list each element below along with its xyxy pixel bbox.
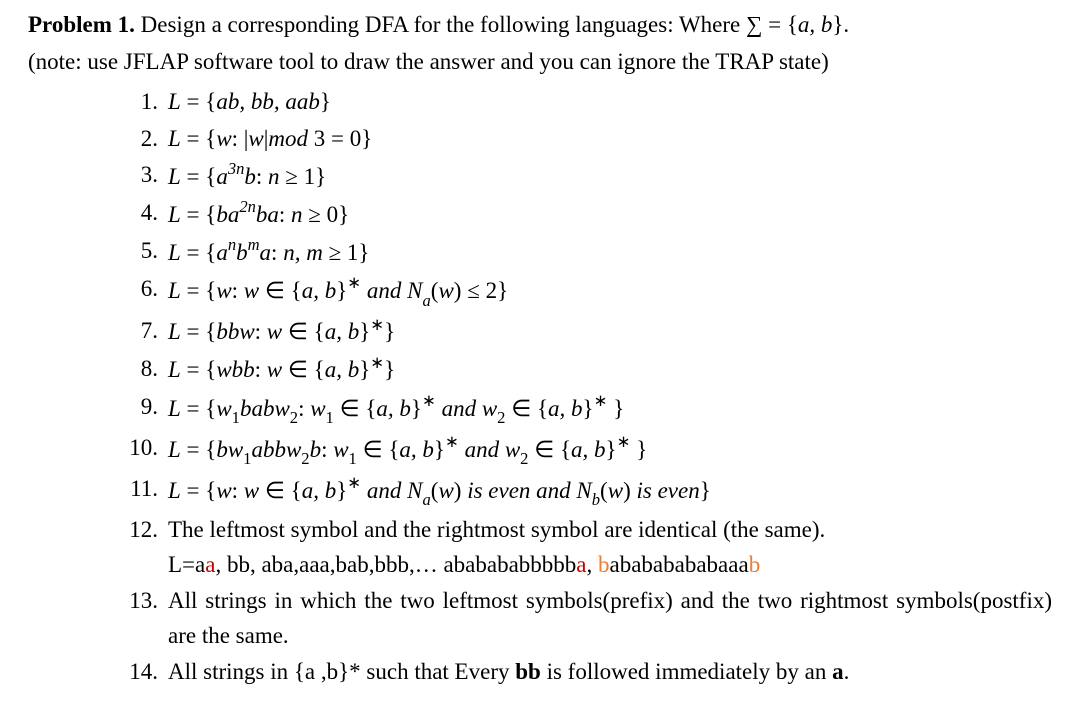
item-content: All strings in {a ,b}* such that Every b… bbox=[168, 659, 849, 684]
problem-label: Problem 1. bbox=[28, 12, 135, 37]
item-content: The leftmost symbol and the rightmost sy… bbox=[168, 517, 825, 542]
item-content: L = {ba2nba: n ≥ 0} bbox=[168, 202, 349, 227]
item-content: L = {bw1abbw2b: w1 ∈ {a, b}∗ and w2 ∈ {a… bbox=[168, 437, 647, 462]
item-content: L = {wbb: w ∈ {a, b}∗} bbox=[168, 357, 395, 382]
problem-note: (note: use JFLAP software tool to draw t… bbox=[28, 45, 1052, 80]
item-12: 12. The leftmost symbol and the rightmos… bbox=[128, 513, 1052, 582]
heading-end: }. bbox=[832, 12, 849, 37]
item-number: 4. bbox=[128, 196, 158, 231]
item-number: 10. bbox=[112, 431, 158, 466]
heading-text: Design a corresponding DFA for the follo… bbox=[135, 12, 798, 37]
item-number: 3. bbox=[128, 158, 158, 193]
item-4: 4. L = {ba2nba: n ≥ 0} bbox=[128, 196, 1052, 232]
item-content: L = {anbma: n, m ≥ 1} bbox=[168, 240, 369, 265]
item-8: 8. L = {wbb: w ∈ {a, b}∗} bbox=[128, 352, 1052, 388]
item-content: L = {bbw: w ∈ {a, b}∗} bbox=[168, 319, 395, 344]
item-11: 11. L = {w: w ∈ {a, b}∗ and Na(w) is eve… bbox=[128, 472, 1052, 511]
item-9: 9. L = {w1babw2: w1 ∈ {a, b}∗ and w2 ∈ {… bbox=[128, 390, 1052, 429]
item-12-examples: L=aa, bb, aba,aaa,bab,bbb,… ababababbbbb… bbox=[168, 548, 1052, 583]
item-7: 7. L = {bbw: w ∈ {a, b}∗} bbox=[128, 314, 1052, 350]
item-6: 6. L = {w: w ∈ {a, b}∗ and Na(w) ≤ 2} bbox=[128, 272, 1052, 311]
item-number: 9. bbox=[128, 390, 158, 425]
item-13: 13. All strings in which the two leftmos… bbox=[128, 584, 1052, 653]
item-number: 14. bbox=[112, 655, 158, 690]
item-number: 13. bbox=[112, 584, 158, 619]
item-1: 1. L = {ab, bb, aab} bbox=[128, 85, 1052, 120]
item-number: 2. bbox=[128, 122, 158, 157]
problem-heading: Problem 1. Design a corresponding DFA fo… bbox=[28, 8, 1052, 43]
problem-list: 1. L = {ab, bb, aab} 2. L = {w: |w|mod 3… bbox=[28, 85, 1052, 690]
item-content: L = {a3nb: n ≥ 1} bbox=[168, 164, 326, 189]
item-number: 11. bbox=[112, 472, 158, 507]
item-content: All strings in which the two leftmost sy… bbox=[168, 588, 1052, 648]
heading-alphabet: a, b bbox=[798, 12, 833, 37]
item-10: 10. L = {bw1abbw2b: w1 ∈ {a, b}∗ and w2 … bbox=[128, 431, 1052, 470]
item-14: 14. All strings in {a ,b}* such that Eve… bbox=[128, 655, 1052, 690]
item-3: 3. L = {a3nb: n ≥ 1} bbox=[128, 158, 1052, 194]
item-number: 1. bbox=[128, 85, 158, 120]
item-number: 5. bbox=[128, 234, 158, 269]
item-5: 5. L = {anbma: n, m ≥ 1} bbox=[128, 234, 1052, 270]
item-content: L = {w: |w|mod 3 = 0} bbox=[168, 126, 372, 151]
item-2: 2. L = {w: |w|mod 3 = 0} bbox=[128, 122, 1052, 157]
item-content: L = {w: w ∈ {a, b}∗ and Na(w) ≤ 2} bbox=[168, 278, 508, 303]
item-content: L = {w1babw2: w1 ∈ {a, b}∗ and w2 ∈ {a, … bbox=[168, 396, 624, 421]
item-content: L = {w: w ∈ {a, b}∗ and Na(w) is even an… bbox=[168, 478, 711, 503]
item-content: L = {ab, bb, aab} bbox=[168, 89, 331, 114]
item-number: 8. bbox=[128, 352, 158, 387]
item-number: 12. bbox=[112, 513, 158, 548]
item-number: 6. bbox=[128, 272, 158, 307]
item-number: 7. bbox=[128, 314, 158, 349]
